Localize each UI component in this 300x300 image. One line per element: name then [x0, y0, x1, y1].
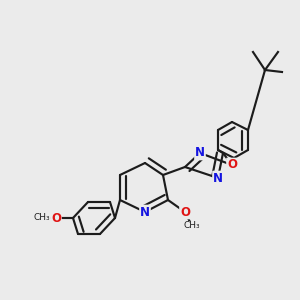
Text: CH₃: CH₃ [184, 221, 200, 230]
Text: CH₃: CH₃ [34, 214, 50, 223]
Text: O: O [227, 158, 237, 172]
Text: N: N [213, 172, 223, 184]
Text: O: O [51, 212, 61, 224]
Text: N: N [140, 206, 150, 218]
Text: N: N [195, 146, 205, 160]
Text: O: O [180, 206, 190, 218]
